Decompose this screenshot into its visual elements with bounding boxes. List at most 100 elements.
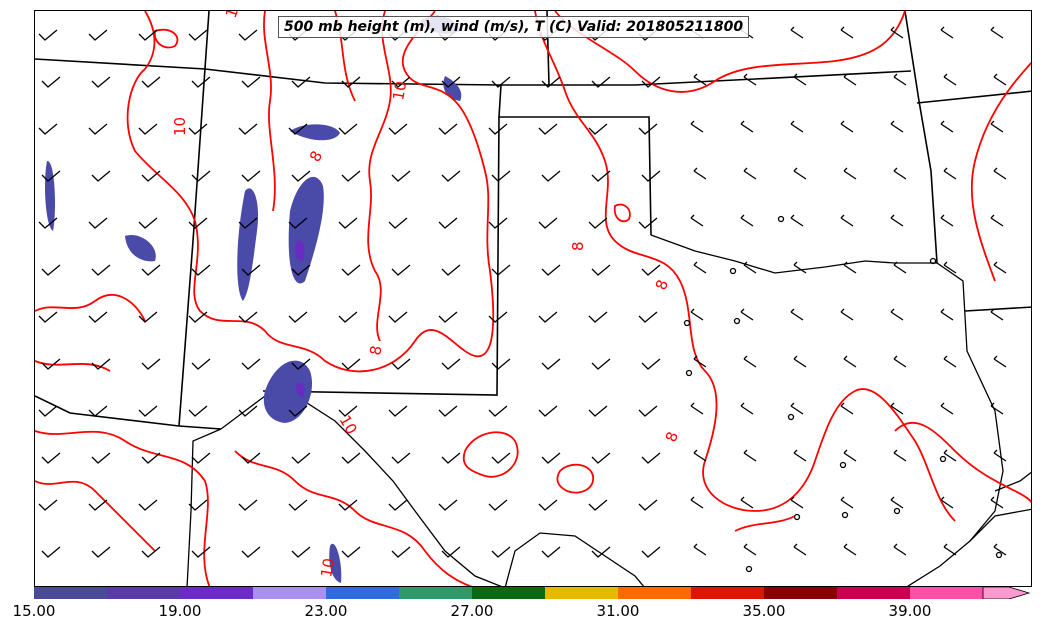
wind-barb [238,29,258,41]
wind-barb [638,123,658,135]
wind-barb [843,449,857,462]
wind-barb [241,170,261,182]
wind-barb [288,405,308,417]
texas-boundary [186,234,1031,586]
wind-barb [291,170,311,182]
wind-barb [591,76,611,88]
contour-label: 10 [171,117,189,136]
wind-barb [388,405,408,417]
wind-barb [188,405,208,417]
wind-barb [790,26,804,39]
contour-label: 10 [222,11,245,20]
wind-barb [940,496,954,509]
colorbar-segment [545,587,619,599]
wind-barb [441,452,461,464]
wind-barb [591,452,611,464]
wind-barb [191,170,211,182]
wind-barb [990,402,1004,415]
wind-barb [693,355,707,368]
wind-barb [438,311,458,323]
wind-barb [588,311,608,323]
colorbar-segment [326,587,400,599]
wind-barb [391,358,411,370]
wind-barb [141,546,161,558]
wind-barb [638,499,658,511]
wind-barb [591,264,611,276]
wind-barb [990,496,1004,509]
wind-barb [790,402,804,415]
wind-barb [893,73,907,86]
wind-barb [893,543,907,556]
map-panel: 10 10 10 8 8 8 8 8 10 10 500 mb height (… [34,10,1032,587]
colorbar-segment [107,587,181,599]
wind-barb [491,264,511,276]
colorbar-tick-label: 31.00 [596,602,640,620]
wind-barb [288,311,308,323]
wind-barb [238,123,258,135]
wind-barbs [38,26,1007,558]
contour-label: 8 [652,277,672,292]
wind-barb [793,355,807,368]
wind-barb [391,170,411,182]
wind-barb [641,546,661,558]
wind-barb [388,217,408,229]
wind-barb [191,76,211,88]
wind-barb [641,358,661,370]
wind-barb [491,546,511,558]
wind-barb [990,26,1004,39]
wind-barb [238,217,258,229]
wind-barb [191,546,211,558]
wind-barb [488,499,508,511]
wind-barb [138,499,158,511]
wind-barb [438,405,458,417]
wind-barb [541,358,561,370]
wind-barb [341,264,361,276]
wind-barb [41,170,61,182]
wind-barb [391,76,411,88]
wind-barb [138,29,158,41]
wind-barb [391,452,411,464]
wind-barb [138,123,158,135]
wind-barb [890,26,904,39]
wind-barb [641,76,661,88]
wind-barb [890,214,904,227]
wind-barb [993,73,1007,86]
contour-labels: 10 10 10 8 8 8 8 8 10 10 [171,11,682,579]
wind-barb [740,120,754,133]
wind-barb [388,123,408,135]
wind-barb [990,214,1004,227]
wind-barb [943,261,957,274]
wind-barb [241,264,261,276]
colorbar-segment [691,587,765,599]
wind-barb [341,452,361,464]
colorbar-segment [253,587,327,599]
wind-barb [441,546,461,558]
contour-label: 8 [366,344,385,357]
wind-barb [238,405,258,417]
wind-barb [138,405,158,417]
wind-barb [740,496,754,509]
wind-barb [940,214,954,227]
wind-barb [641,264,661,276]
wind-barb [993,449,1007,462]
colorbar-segment [837,587,911,599]
contour-label: 10 [336,412,361,438]
wind-barb [291,264,311,276]
wind-barb [91,76,111,88]
wind-barb [638,405,658,417]
wind-barb [241,76,261,88]
wind-barb [893,355,907,368]
wind-barb [441,358,461,370]
wind-barb [88,217,108,229]
wind-barb [491,170,511,182]
wind-barb [91,546,111,558]
wind-barb [743,261,757,274]
wind-barb [341,76,361,88]
wind-barb [943,543,957,556]
colorbar-segment [399,587,473,599]
wind-barb [790,308,804,321]
wind-barb [441,264,461,276]
wind-barb [88,123,108,135]
colorbar-tick-label: 23.00 [304,602,348,620]
wind-barb [241,358,261,370]
